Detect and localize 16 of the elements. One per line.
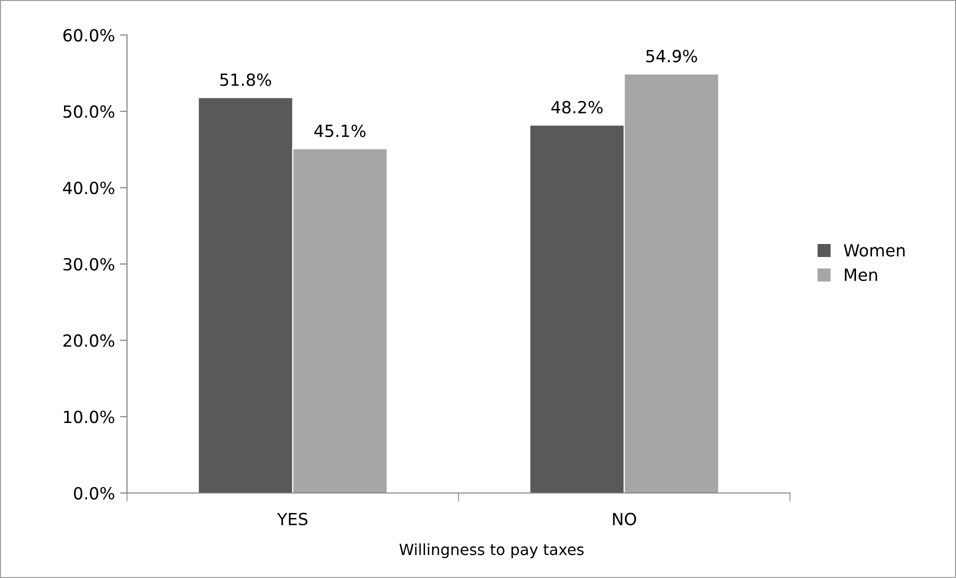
y-tick-label: 20.0%: [63, 334, 114, 347]
y-tick-label: 0.0%: [74, 486, 114, 500]
legend-label: Men: [844, 268, 878, 282]
y-tick-label: 30.0%: [64, 258, 114, 271]
x-tick-label: NO: [613, 512, 636, 526]
legend-label: Women: [844, 244, 905, 257]
data-label: 54.9%: [646, 50, 698, 62]
data-label: 51.8%: [220, 73, 272, 86]
y-tick-label: 40.0%: [63, 182, 114, 194]
y-tick-label: 50.0%: [64, 105, 114, 118]
y-tick-label: 60.0%: [63, 28, 114, 42]
data-label: 45.1%: [314, 124, 366, 138]
x-axis-title: Willingness to pay taxes: [399, 543, 584, 558]
y-tick-label: 10.0%: [64, 410, 114, 424]
data-label: 48.2%: [551, 100, 603, 114]
x-tick-label: YES: [277, 512, 308, 526]
